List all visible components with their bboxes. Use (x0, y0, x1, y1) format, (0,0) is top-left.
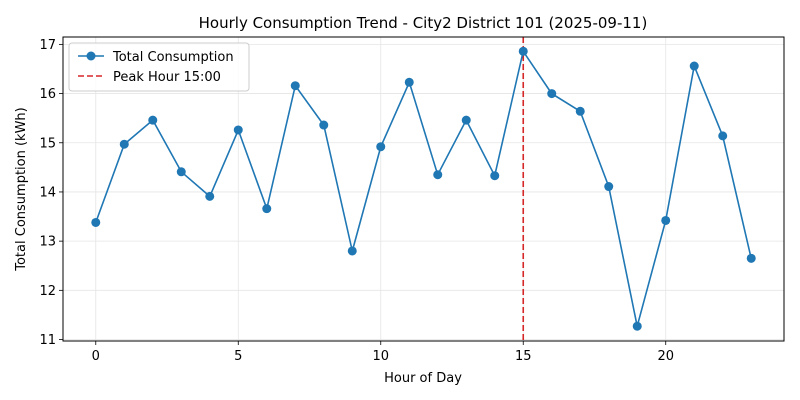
data-point (404, 77, 414, 87)
x-tick-label: 10 (372, 349, 389, 364)
y-tick-label: 17 (39, 38, 56, 53)
data-point (661, 215, 671, 225)
y-tick-label: 13 (39, 235, 56, 250)
data-point (689, 61, 699, 71)
y-axis: 11 12 13 14 15 16 17 (39, 38, 63, 348)
data-point (490, 171, 500, 181)
data-point (632, 321, 642, 331)
y-tick-label: 12 (39, 284, 56, 299)
y-tick-label: 11 (39, 333, 56, 348)
y-tick-label: 16 (39, 87, 56, 102)
data-point (347, 246, 357, 256)
y-tick-label: 14 (39, 185, 56, 200)
x-tick-label: 0 (92, 349, 100, 364)
data-point (91, 217, 101, 227)
data-point (119, 139, 129, 149)
series-line (95, 49, 752, 327)
y-axis-label: Total Consumption (kWh) (14, 107, 29, 272)
data-point (518, 46, 528, 56)
series-layer (91, 46, 756, 331)
data-point (148, 115, 158, 125)
x-axis: 0 5 10 15 20 (92, 341, 674, 364)
data-point (233, 125, 243, 135)
plot-frame (62, 36, 785, 342)
legend-label-peak: Peak Hour 15:00 (113, 70, 221, 85)
legend-marker-sample (86, 51, 96, 61)
y-tick-label: 15 (39, 136, 56, 151)
legend-box (68, 42, 250, 92)
data-point (604, 182, 614, 192)
legend-label-series: Total Consumption (112, 50, 234, 65)
data-point (575, 106, 585, 116)
x-tick-label: 20 (657, 349, 674, 364)
data-point (461, 115, 471, 125)
data-point (205, 191, 215, 201)
chart-title: Hourly Consumption Trend - City2 Distric… (199, 14, 648, 32)
x-axis-label: Hour of Day (384, 371, 462, 386)
data-point (319, 120, 329, 130)
data-point (746, 253, 756, 263)
data-point (376, 142, 386, 152)
data-point (176, 167, 186, 177)
data-point (718, 131, 728, 141)
data-point (433, 170, 443, 180)
x-tick-label: 15 (515, 349, 532, 364)
x-tick-label: 5 (234, 349, 242, 364)
legend: Total Consumption Peak Hour 15:00 (68, 42, 250, 92)
data-point (547, 89, 557, 99)
data-point (290, 81, 300, 91)
data-point (262, 204, 272, 214)
